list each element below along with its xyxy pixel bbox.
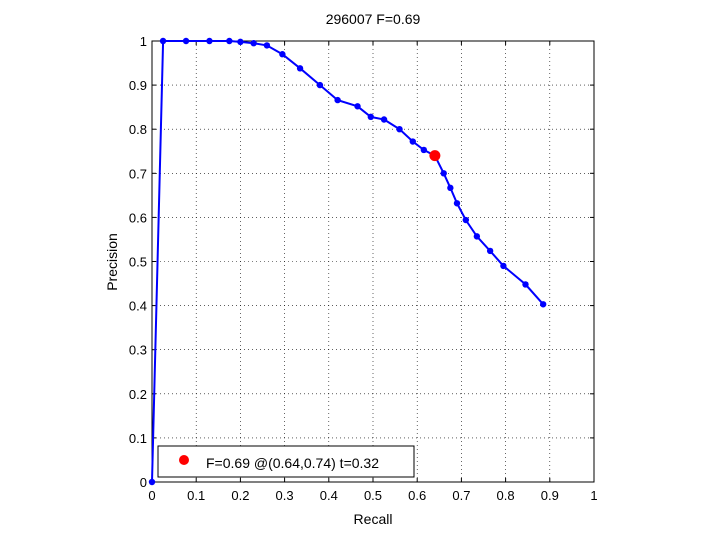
data-point — [296, 65, 304, 72]
x-axis-label: Recall — [354, 511, 393, 527]
legend: F=0.69 @(0.64,0.74) t=0.32 — [157, 445, 415, 478]
data-point — [396, 126, 403, 133]
data-point — [522, 281, 529, 288]
y-tick-label: 0.3 — [129, 343, 147, 358]
data-point — [453, 200, 461, 207]
data-point — [159, 37, 167, 45]
data-point — [148, 478, 156, 486]
data-point — [279, 51, 286, 58]
data-point — [486, 247, 494, 255]
y-tick-label: 1 — [140, 34, 147, 49]
data-point — [354, 103, 361, 110]
data-point — [409, 138, 416, 145]
x-tick-label: 0.9 — [541, 488, 559, 503]
y-axis-label: Precision — [104, 233, 120, 291]
y-tick-label: 0.6 — [129, 210, 147, 225]
data-point — [250, 40, 257, 47]
data-point — [367, 113, 374, 121]
x-tick-label: 0.2 — [231, 488, 249, 503]
x-tick-label: 0 — [148, 488, 155, 503]
best-f-point — [429, 150, 441, 162]
x-tick-label: 0.4 — [320, 488, 338, 503]
y-tick-label: 0.4 — [129, 299, 147, 314]
series-line — [151, 40, 544, 483]
x-tick-label: 0.6 — [408, 488, 426, 503]
data-point — [182, 37, 190, 45]
data-point — [380, 116, 388, 123]
data-point — [334, 96, 341, 104]
y-tick-label: 0.5 — [129, 255, 147, 270]
x-axis-ticks: 0 0.1 0.2 0.3 0.4 0.5 0.6 0.7 0.8 0.9 1 — [148, 41, 598, 503]
data-point — [539, 301, 547, 308]
data-point — [462, 216, 470, 224]
legend-box — [157, 445, 415, 478]
x-tick-label: 0.1 — [187, 488, 205, 503]
y-axis-ticks: 0 0.1 0.2 0.3 0.4 0.5 0.6 0.7 0.8 0.9 1 — [129, 34, 594, 490]
data-point — [500, 262, 507, 270]
series-group — [148, 37, 547, 486]
legend-marker — [179, 455, 189, 465]
y-tick-label: 0 — [140, 475, 147, 490]
y-tick-label: 0.2 — [129, 387, 147, 402]
x-tick-label: 0.3 — [276, 488, 294, 503]
data-point — [206, 37, 213, 45]
y-tick-label: 0.7 — [129, 166, 147, 181]
data-point — [226, 37, 233, 45]
y-tick-label: 0.9 — [129, 78, 147, 93]
data-point — [237, 38, 244, 46]
data-point — [316, 81, 324, 89]
data-point — [440, 170, 447, 177]
chart-title: 296007 F=0.69 — [326, 11, 421, 27]
x-tick-label: 0.7 — [452, 488, 470, 503]
data-point — [420, 146, 428, 154]
legend-label: F=0.69 @(0.64,0.74) t=0.32 — [206, 455, 379, 471]
data-point — [473, 233, 481, 240]
highlight-group — [429, 150, 441, 162]
grid-lines — [152, 41, 594, 482]
y-tick-label: 0.8 — [129, 122, 147, 137]
data-point — [447, 184, 454, 192]
x-tick-label: 0.8 — [497, 488, 515, 503]
x-tick-label: 1 — [590, 488, 597, 503]
x-tick-label: 0.5 — [364, 488, 382, 503]
y-tick-label: 0.1 — [129, 431, 147, 446]
data-point — [263, 42, 271, 49]
